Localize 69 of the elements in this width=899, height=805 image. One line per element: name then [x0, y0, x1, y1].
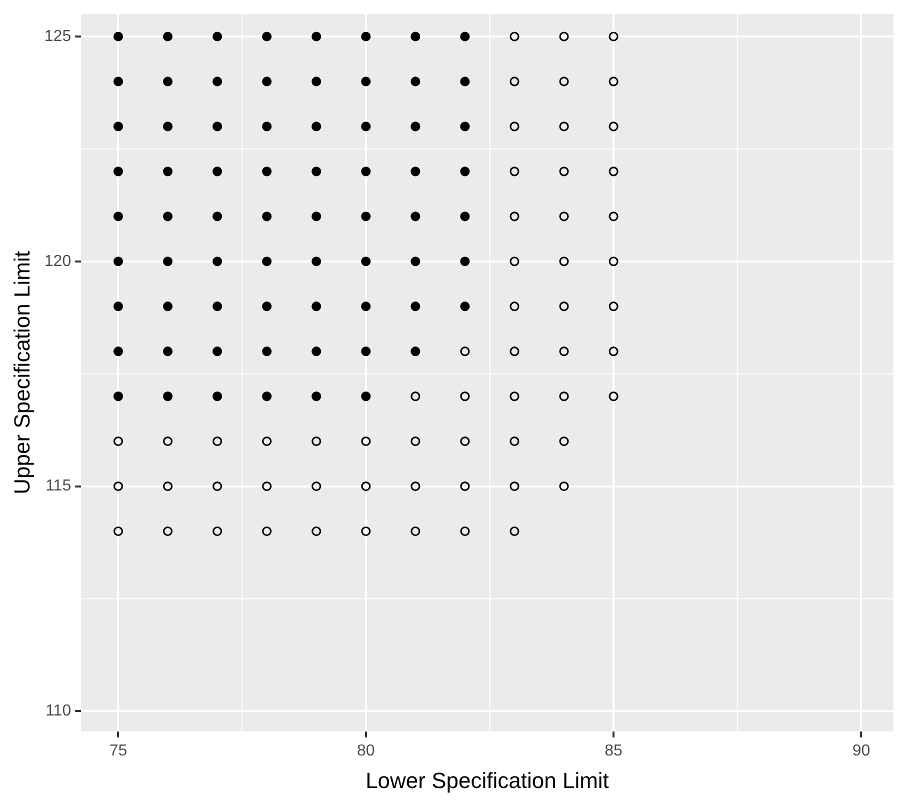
point: [162, 481, 173, 492]
point: [559, 436, 569, 446]
point: [162, 436, 173, 446]
point: [113, 481, 124, 492]
point: [262, 526, 272, 536]
point: [361, 526, 371, 536]
point: [312, 481, 322, 492]
point: [410, 526, 420, 536]
y-tick-label: 120: [44, 252, 72, 270]
point: [361, 481, 371, 492]
point: [312, 526, 322, 536]
point: [312, 436, 322, 446]
point: [113, 436, 124, 446]
point: [510, 481, 520, 492]
point: [510, 526, 520, 536]
point: [410, 436, 420, 446]
point: [262, 481, 272, 492]
point: [460, 436, 470, 446]
point: [510, 346, 520, 356]
x-axis-title: Lower Specification Limit: [366, 768, 609, 793]
point: [510, 302, 520, 312]
point: [162, 526, 173, 536]
point: [608, 76, 618, 86]
point: [262, 436, 272, 446]
x-tick-label: 75: [109, 742, 128, 760]
point: [410, 392, 420, 402]
point: [410, 481, 420, 492]
x-tick-label: 90: [852, 742, 870, 760]
point: [212, 481, 222, 492]
point: [113, 526, 124, 536]
point: [608, 212, 618, 222]
y-tick-label: 125: [44, 28, 72, 45]
point: [608, 346, 618, 356]
point: [559, 302, 569, 312]
point: [510, 76, 520, 86]
point: [608, 122, 618, 132]
point: [361, 436, 371, 446]
point: [510, 392, 520, 402]
point: [559, 166, 569, 176]
point: [559, 481, 569, 492]
point: [559, 346, 569, 356]
point: [510, 122, 520, 132]
point: [559, 122, 569, 132]
x-tick-label: 85: [604, 742, 623, 760]
point: [559, 256, 569, 266]
point: [460, 346, 470, 356]
point: [460, 526, 470, 536]
point: [559, 212, 569, 222]
y-axis-title: Upper Specification Limit: [9, 251, 34, 494]
point: [510, 212, 520, 222]
point: [460, 481, 470, 492]
point: [608, 32, 618, 42]
point: [212, 436, 222, 446]
point: [510, 32, 520, 42]
y-tick-label: 110: [46, 702, 72, 720]
point: [608, 166, 618, 176]
point: [608, 392, 618, 402]
point: [510, 436, 520, 446]
point: [608, 256, 618, 266]
y-tick-label: 115: [46, 478, 72, 495]
point: [559, 76, 569, 86]
point: [608, 302, 618, 312]
x-tick-label: 80: [357, 742, 375, 760]
point: [460, 392, 470, 402]
point: [559, 392, 569, 402]
point: [510, 256, 520, 266]
point: [212, 526, 222, 536]
point: [559, 32, 569, 42]
point: [510, 166, 520, 176]
